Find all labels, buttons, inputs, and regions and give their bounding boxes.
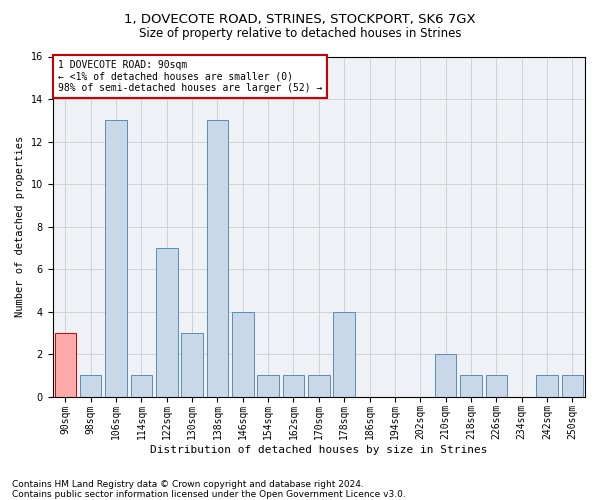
Bar bbox=[257, 376, 279, 396]
Bar bbox=[485, 376, 507, 396]
Text: Contains HM Land Registry data © Crown copyright and database right 2024.: Contains HM Land Registry data © Crown c… bbox=[12, 480, 364, 489]
Bar bbox=[206, 120, 228, 396]
Bar bbox=[283, 376, 304, 396]
Bar bbox=[562, 376, 583, 396]
Text: 1 DOVECOTE ROAD: 90sqm
← <1% of detached houses are smaller (0)
98% of semi-deta: 1 DOVECOTE ROAD: 90sqm ← <1% of detached… bbox=[58, 60, 322, 93]
Bar bbox=[536, 376, 558, 396]
Bar bbox=[308, 376, 329, 396]
Text: Contains public sector information licensed under the Open Government Licence v3: Contains public sector information licen… bbox=[12, 490, 406, 499]
Bar bbox=[105, 120, 127, 396]
Y-axis label: Number of detached properties: Number of detached properties bbox=[15, 136, 25, 317]
Bar bbox=[181, 333, 203, 396]
Bar bbox=[435, 354, 457, 397]
Bar bbox=[232, 312, 254, 396]
Bar bbox=[156, 248, 178, 396]
Bar bbox=[460, 376, 482, 396]
X-axis label: Distribution of detached houses by size in Strines: Distribution of detached houses by size … bbox=[150, 445, 488, 455]
Bar bbox=[334, 312, 355, 396]
Bar bbox=[80, 376, 101, 396]
Bar bbox=[55, 333, 76, 396]
Text: Size of property relative to detached houses in Strines: Size of property relative to detached ho… bbox=[139, 28, 461, 40]
Bar bbox=[131, 376, 152, 396]
Text: 1, DOVECOTE ROAD, STRINES, STOCKPORT, SK6 7GX: 1, DOVECOTE ROAD, STRINES, STOCKPORT, SK… bbox=[124, 12, 476, 26]
